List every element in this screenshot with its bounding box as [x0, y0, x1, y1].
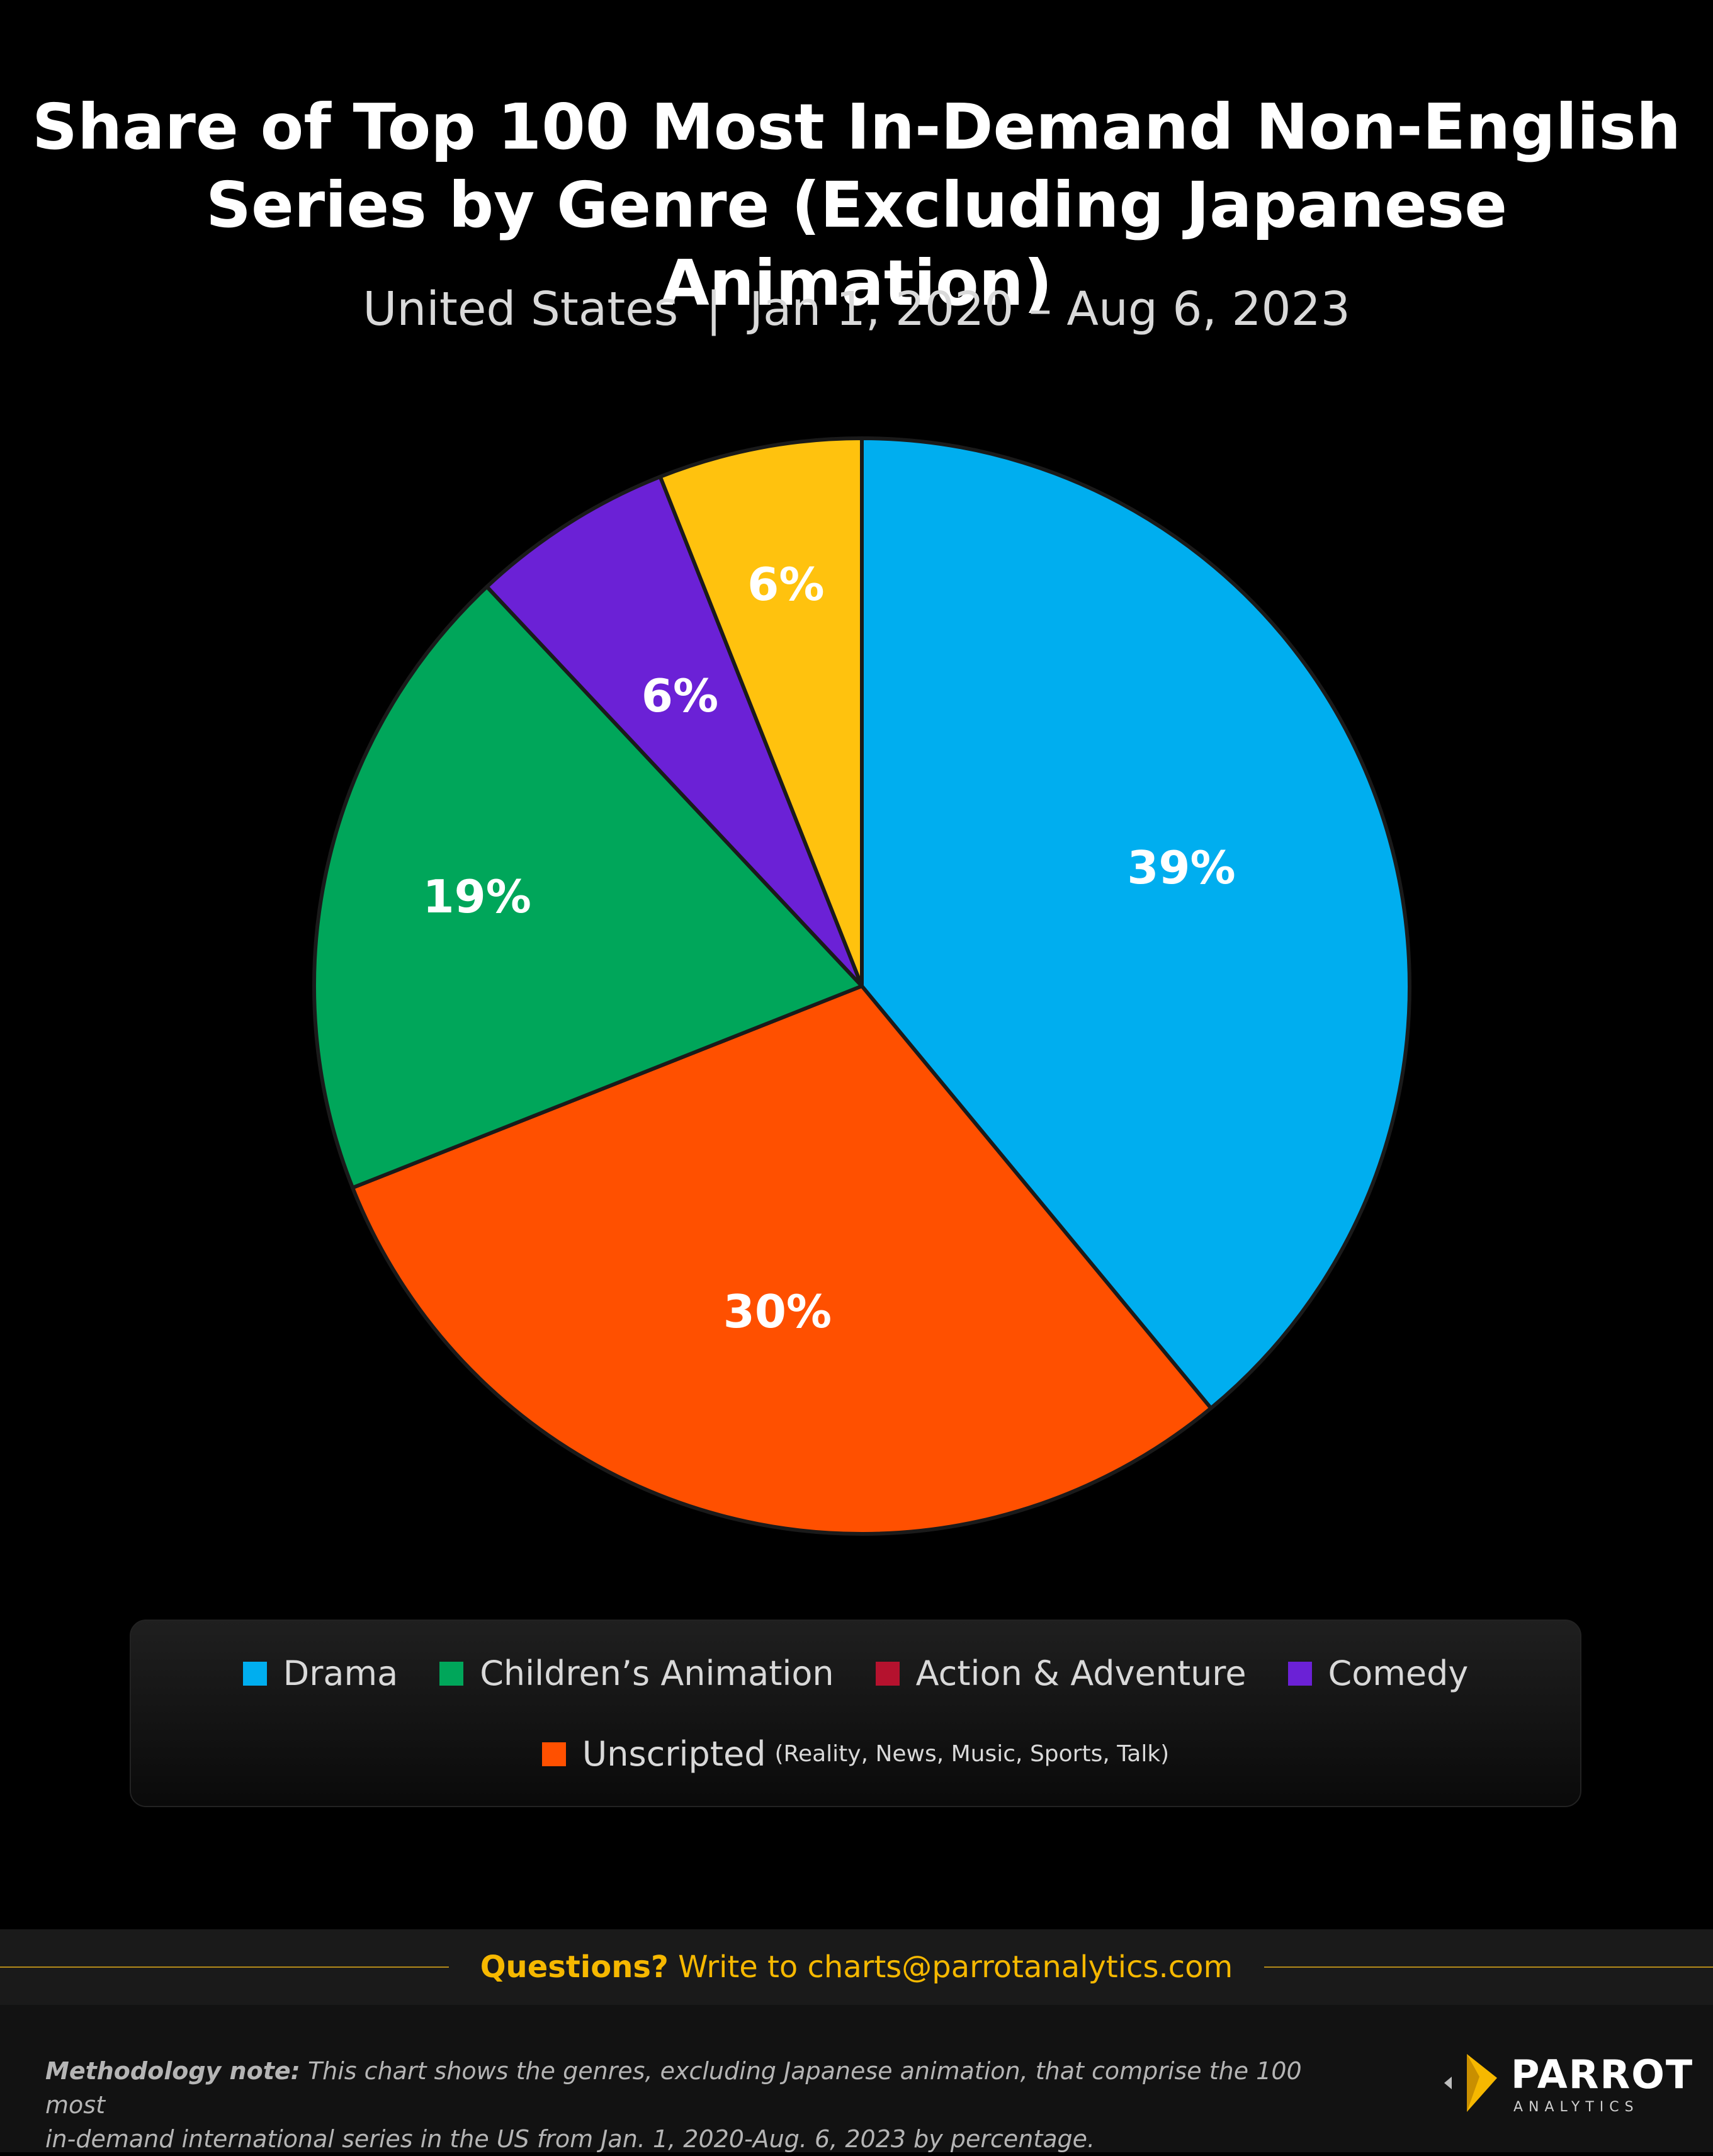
methodology-note: Methodology note: This chart shows the g… — [45, 2054, 1336, 2156]
contact-bar: Questions? Write to charts@parrotanalyti… — [0, 1929, 1713, 2005]
legend-swatch-comedy — [1287, 1661, 1312, 1686]
legend-swatch-drama — [242, 1661, 267, 1686]
methodology-line-2: in-demand international series in the US… — [45, 2125, 1095, 2153]
contact-question: Questions? — [480, 1949, 669, 1985]
legend-swatch-action-adventure — [875, 1661, 900, 1686]
chart-title-line-1: Share of Top 100 Most In-Demand Non-Engl… — [31, 90, 1682, 164]
footer: Methodology note: This chart shows the g… — [0, 2005, 1713, 2153]
subtitle-region: United States — [363, 282, 679, 336]
pie-slice-comedy — [485, 475, 864, 988]
legend-swatch-unscripted — [541, 1742, 566, 1766]
legend: Drama Children’s Animation Action & Adve… — [130, 1620, 1581, 1807]
legend-label-drama: Drama — [283, 1654, 399, 1693]
contact-line-left — [0, 1966, 449, 1968]
pie-slice-children-s-animation — [312, 584, 864, 1190]
chart-subtitle: United States | Jan 1, 2020 – Aug 6, 2023 — [0, 282, 1713, 336]
legend-row-2: Unscripted (Reality, News, Music, Sports… — [131, 1734, 1580, 1774]
legend-swatch-childrens-animation — [439, 1661, 464, 1686]
pie-slice-drama — [860, 436, 1411, 1410]
legend-item-unscripted: Unscripted (Reality, News, Music, Sports… — [541, 1734, 1170, 1774]
legend-item-comedy: Comedy — [1287, 1654, 1469, 1693]
pie-label-children-s-animation: 19% — [423, 870, 531, 923]
contact-text: Questions? Write to charts@parrotanalyti… — [449, 1949, 1265, 1985]
legend-label-comedy: Comedy — [1328, 1654, 1469, 1693]
logo-wordmark: PARROT — [1511, 2051, 1694, 2097]
contact-email-link[interactable]: Write to charts@parrotanalytics.com — [678, 1949, 1233, 1985]
parrot-logo-icon — [1444, 2054, 1497, 2112]
methodology-line-1: This chart shows the genres, excluding J… — [45, 2057, 1302, 2119]
parrot-analytics-logo: PARROT ANALYTICS — [1435, 2046, 1692, 2116]
legend-item-action-adventure: Action & Adventure — [875, 1654, 1247, 1693]
legend-item-childrens-animation: Children’s Animation — [439, 1654, 834, 1693]
legend-item-drama: Drama — [242, 1654, 399, 1693]
pie-chart: 39% 30% 19% 6% 6% — [312, 436, 1411, 1536]
chart-title-line-2: Series by Genre (Excluding Japanese Anim… — [205, 168, 1508, 320]
legend-note-unscripted: (Reality, News, Music, Sports, Talk) — [774, 1741, 1170, 1767]
legend-label-childrens-animation: Children’s Animation — [480, 1654, 834, 1693]
subtitle-dates: Jan 1, 2020 – Aug 6, 2023 — [749, 282, 1350, 336]
pie-slice-unscripted — [351, 984, 1213, 1536]
pie-label-drama: 39% — [1127, 841, 1235, 894]
pie-label-action-adventure: 6% — [747, 558, 824, 611]
subtitle-separator: | — [706, 282, 722, 336]
legend-label-action-adventure: Action & Adventure — [915, 1654, 1247, 1693]
legend-row-1: Drama Children’s Animation Action & Adve… — [131, 1654, 1580, 1693]
legend-label-unscripted: Unscripted — [582, 1734, 766, 1774]
pie-label-unscripted: 30% — [723, 1285, 832, 1338]
contact-line-right — [1264, 1966, 1713, 1968]
pie-slice-action-adventure — [658, 436, 864, 988]
chart-title: Share of Top 100 Most In-Demand Non-Engl… — [0, 88, 1713, 322]
logo-subtitle: ANALYTICS — [1513, 2099, 1639, 2115]
pie-label-comedy: 6% — [642, 669, 718, 722]
methodology-label: Methodology note: — [45, 2057, 300, 2085]
